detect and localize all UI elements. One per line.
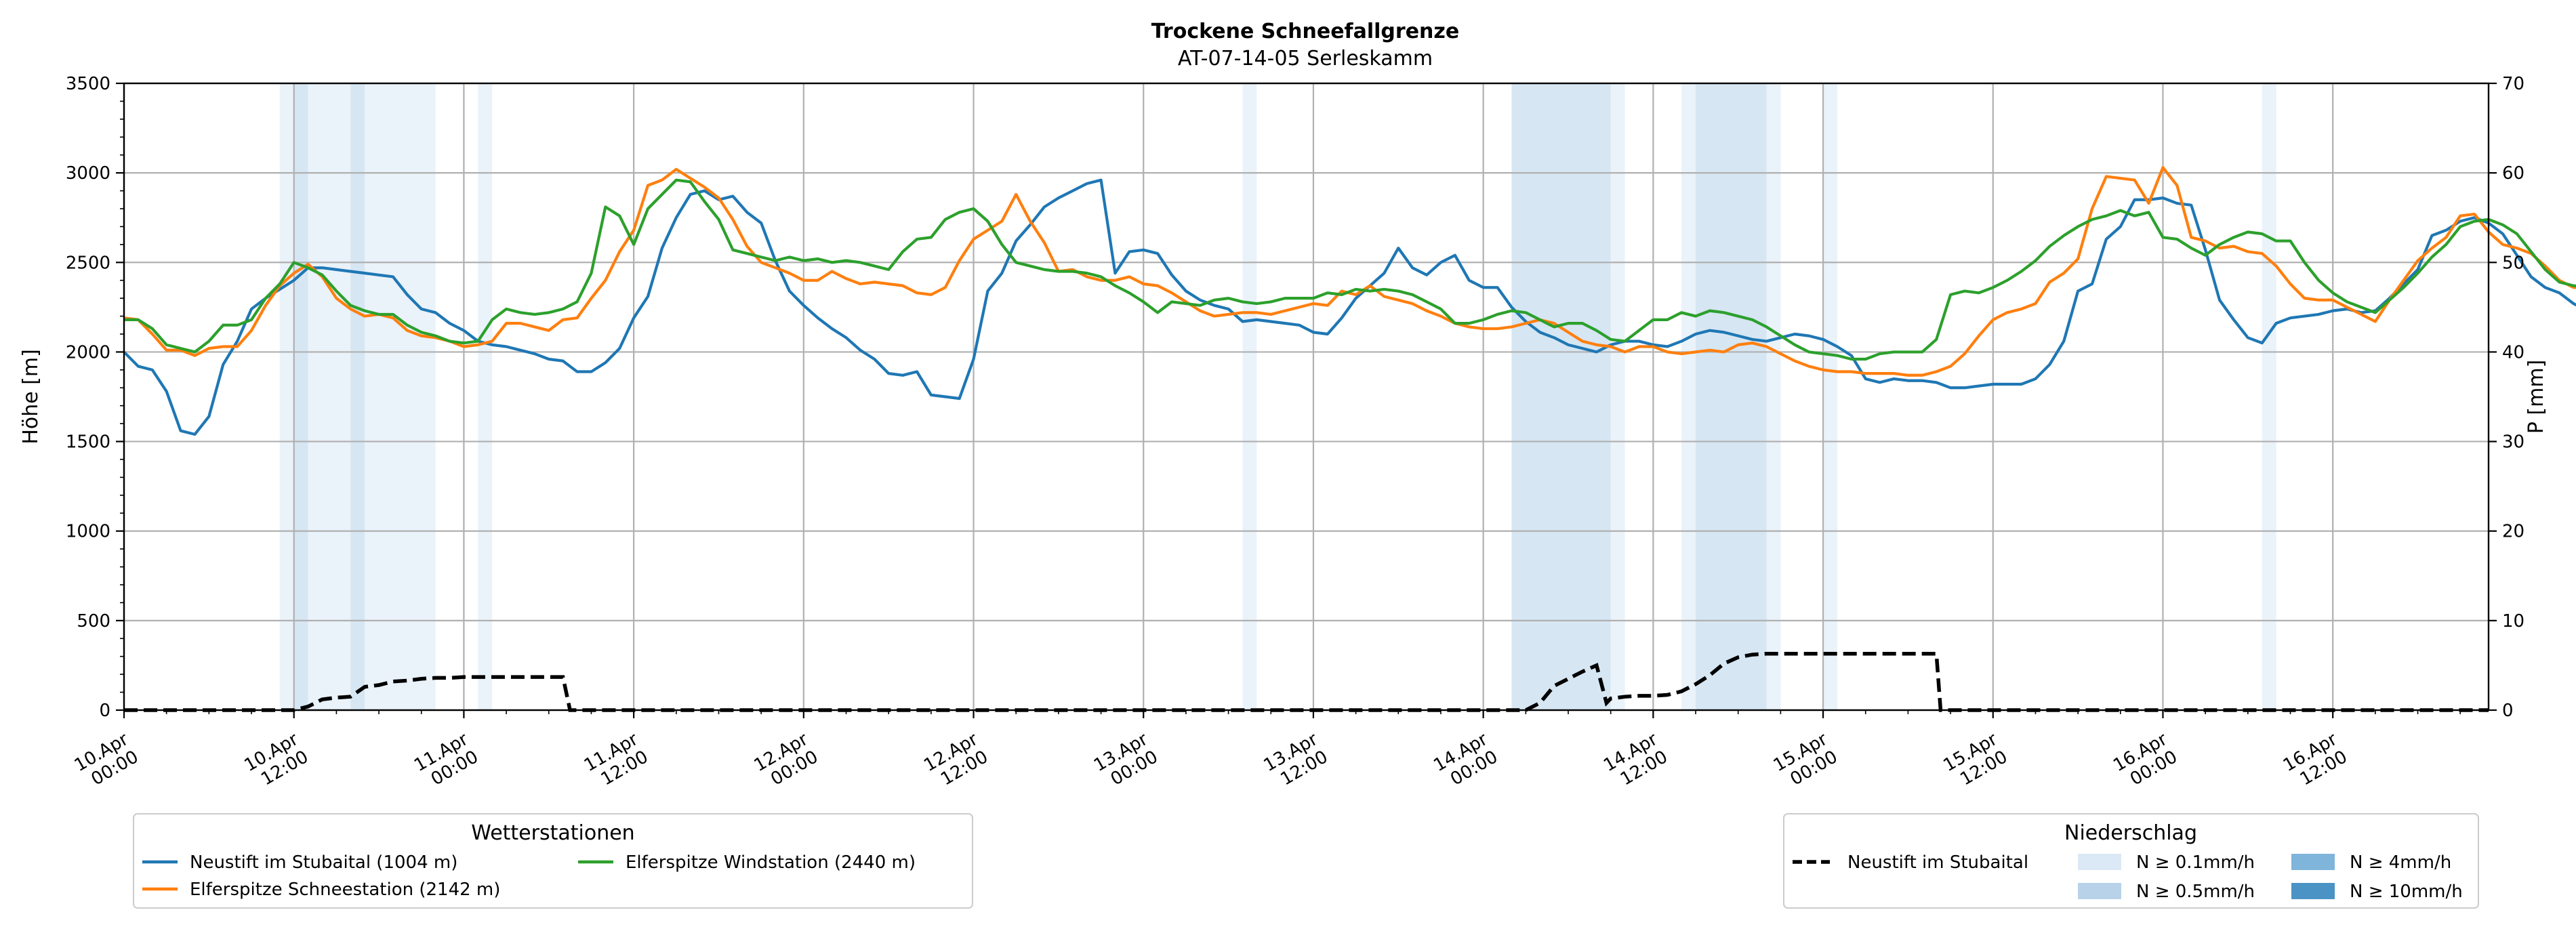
precip-shade-band xyxy=(350,83,365,710)
series-line xyxy=(124,178,2576,361)
y2-tick-label: 0 xyxy=(2502,701,2514,721)
legend-left-title: Wetterstationen xyxy=(471,821,634,845)
precip-shade-band xyxy=(279,83,294,710)
y-tick-label: 2000 xyxy=(66,342,110,363)
y-tick-label: 2500 xyxy=(66,253,110,273)
precip-shade-band xyxy=(1681,83,1696,710)
legend-left-label: Neustift im Stubaital (1004 m) xyxy=(190,852,457,873)
series-line xyxy=(123,166,2576,377)
precip-shade-band xyxy=(2262,83,2276,710)
legends: Wetterstationen Neustift im Stubaital (10… xyxy=(133,813,2479,909)
legend-left-label: Elferspitze Schneestation (2142 m) xyxy=(190,880,500,900)
chart-subtitle: AT-07-14-05 Serleskamm xyxy=(1178,47,1433,70)
precip-shade-band xyxy=(308,83,351,710)
y-tick-label: 500 xyxy=(77,611,110,632)
precip-shade-band xyxy=(1696,83,1767,710)
precipitation-shading xyxy=(279,83,2276,710)
y-tick-label: 0 xyxy=(99,701,110,721)
precip-shade-band xyxy=(1766,83,1781,710)
series-layer xyxy=(123,166,2576,712)
y2-tick-label: 20 xyxy=(2502,522,2524,542)
precip-shade-band xyxy=(478,83,493,710)
y2-axis-title: P [mm] xyxy=(2524,360,2548,434)
legend-right-patch-label: N ≥ 0.1mm/h xyxy=(2136,852,2255,873)
legend-right-patch-label: N ≥ 10mm/h xyxy=(2350,882,2463,902)
series-line xyxy=(123,178,2576,436)
y-tick-label: 3500 xyxy=(66,74,110,94)
legend-right-patch-label: N ≥ 4mm/h xyxy=(2350,852,2451,873)
precip-shade-band xyxy=(365,83,436,710)
legend-right-patch xyxy=(2291,883,2335,899)
y2-tick-label: 30 xyxy=(2502,432,2524,453)
precip-shade-band xyxy=(1511,83,1611,710)
precip-shade-band xyxy=(1242,83,1257,710)
legend-right-patch xyxy=(2078,883,2121,899)
y-tick-label: 1500 xyxy=(66,432,110,453)
y2-tick-label: 40 xyxy=(2502,342,2524,363)
legend-left-label: Elferspitze Windstation (2440 m) xyxy=(626,852,916,873)
legend-left-box xyxy=(133,813,973,909)
y-axis-title: Höhe [m] xyxy=(19,349,43,445)
precip-shade-band xyxy=(293,83,308,710)
legend-right-patch-label: N ≥ 0.5mm/h xyxy=(2136,882,2255,902)
y2-tick-label: 50 xyxy=(2502,253,2524,273)
y-tick-label: 3000 xyxy=(66,163,110,184)
y2-tick-label: 10 xyxy=(2502,611,2524,632)
legend-right-patch xyxy=(2291,854,2335,870)
legend-right-line-label: Neustift im Stubaital xyxy=(1847,852,2028,873)
chart-title: Trockene Schneefallgrenze xyxy=(1151,20,1459,43)
legend-right-patch xyxy=(2078,854,2121,870)
legend-right-title: Niederschlag xyxy=(2064,821,2197,845)
precip-shade-band xyxy=(1823,83,1837,710)
precip-line xyxy=(124,652,2489,712)
precip-shade-band xyxy=(1610,83,1625,710)
plot-frame xyxy=(123,82,2490,711)
y-tick-label: 1000 xyxy=(66,522,110,542)
y2-tick-label: 70 xyxy=(2502,74,2524,94)
y2-tick-label: 60 xyxy=(2502,163,2524,184)
